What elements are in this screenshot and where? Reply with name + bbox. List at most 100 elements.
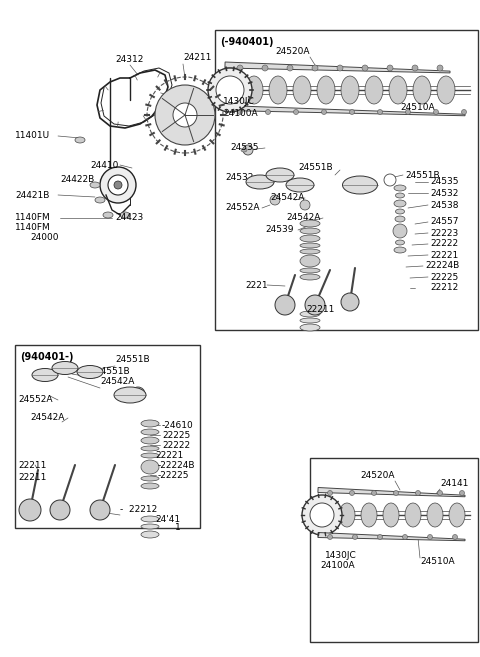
Ellipse shape [300,220,320,227]
Circle shape [428,535,432,539]
Text: 24552A: 24552A [225,204,260,212]
Text: 24539: 24539 [265,225,293,235]
Text: 24557: 24557 [430,217,458,227]
Text: 1430JC: 1430JC [325,551,357,560]
Circle shape [100,167,136,203]
Ellipse shape [300,318,320,323]
Ellipse shape [300,235,320,242]
Text: 24532: 24532 [430,189,458,198]
Ellipse shape [413,76,431,104]
Ellipse shape [300,249,320,254]
Ellipse shape [120,212,130,218]
Circle shape [327,535,333,539]
Text: 22212: 22212 [430,283,458,292]
Circle shape [208,68,252,112]
Ellipse shape [141,476,159,481]
Ellipse shape [383,503,399,527]
Circle shape [60,363,70,373]
Circle shape [406,110,410,114]
Text: 1430JC: 1430JC [223,97,255,106]
Circle shape [459,491,465,495]
Text: 24510A: 24510A [420,558,455,566]
Text: 22223: 22223 [430,229,458,237]
Text: 24211: 24211 [183,53,211,62]
Ellipse shape [317,503,333,527]
Circle shape [461,110,467,114]
Circle shape [85,367,95,377]
Ellipse shape [141,524,159,529]
Text: -22224B: -22224B [158,461,195,470]
Text: (940401-): (940401-) [20,352,73,362]
Text: 22221: 22221 [430,250,458,260]
Text: 24551B: 24551B [95,367,130,376]
Ellipse shape [393,224,407,238]
Text: -22225: -22225 [158,470,190,480]
Ellipse shape [449,503,465,527]
Bar [215,30,478,330]
Ellipse shape [141,429,159,435]
Circle shape [243,145,253,155]
Text: -24610: -24610 [162,420,194,430]
Circle shape [287,65,293,71]
Circle shape [40,370,50,380]
Circle shape [433,110,439,114]
Text: 22211: 22211 [18,474,47,482]
Text: 1: 1 [175,524,181,533]
Ellipse shape [394,247,406,253]
Circle shape [255,177,265,187]
Polygon shape [318,487,465,497]
Circle shape [341,293,359,311]
Text: 24532: 24532 [225,173,253,183]
Ellipse shape [300,274,320,280]
Circle shape [90,500,110,520]
Text: 24421B: 24421B [15,191,49,200]
Ellipse shape [396,209,405,214]
Circle shape [387,65,393,71]
Circle shape [403,535,408,539]
Text: 24542A: 24542A [286,214,320,223]
Text: 22211: 22211 [18,461,47,470]
Text: (-940401): (-940401) [220,37,274,47]
Circle shape [377,110,383,114]
Text: 1140FM: 1140FM [15,214,51,223]
Text: 24510A: 24510A [400,104,434,112]
Ellipse shape [361,503,377,527]
Ellipse shape [114,387,146,403]
Circle shape [322,110,326,114]
Circle shape [437,65,443,71]
Circle shape [300,200,310,210]
Circle shape [155,85,215,145]
Text: 22211: 22211 [306,306,335,315]
Text: -  22212: - 22212 [120,505,157,514]
Circle shape [293,110,299,114]
Ellipse shape [427,503,443,527]
Circle shape [372,491,376,495]
Circle shape [437,491,443,495]
Ellipse shape [394,200,406,207]
Bar [15,345,200,528]
Text: 24542A: 24542A [100,378,134,386]
Circle shape [360,178,374,192]
Text: 24542A: 24542A [270,194,304,202]
Ellipse shape [141,483,159,489]
Ellipse shape [339,503,355,527]
Ellipse shape [317,76,335,104]
Text: 2221: 2221 [245,281,268,290]
Ellipse shape [300,228,320,234]
Circle shape [302,495,342,535]
Circle shape [305,295,325,315]
Ellipse shape [365,76,383,104]
Ellipse shape [396,193,405,198]
Ellipse shape [245,76,263,104]
Ellipse shape [95,197,105,203]
Text: 24552A: 24552A [18,396,52,405]
Text: 24551B: 24551B [115,355,150,365]
Ellipse shape [389,76,407,104]
Circle shape [237,65,243,71]
Circle shape [416,491,420,495]
Text: 24538: 24538 [430,200,458,210]
Circle shape [453,535,457,539]
Ellipse shape [269,76,287,104]
Ellipse shape [141,460,159,474]
Circle shape [270,195,280,205]
